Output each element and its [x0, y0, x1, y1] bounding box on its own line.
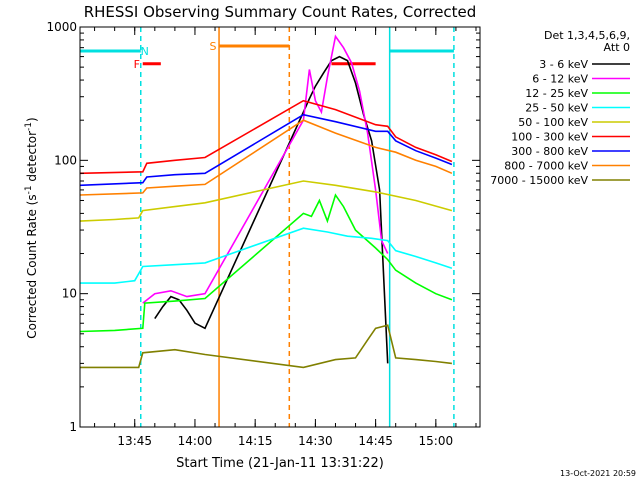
- y-axis-label-main: Corrected Count Rate (s: [25, 194, 39, 338]
- legend-header-detectors: Det 1,3,4,5,6,9,: [544, 29, 630, 42]
- chart-title: RHESSI Observing Summary Count Rates, Co…: [84, 3, 477, 21]
- y-axis-label-end: ): [25, 117, 39, 122]
- axis-ticks: 1 10 100 1000 13:45 14:00 14:15 14:30 14:45 15:00: [46, 20, 480, 448]
- y-axis-label-mid: detector: [25, 131, 39, 186]
- series-line-800-7000-kev: [79, 119, 453, 196]
- series-line-100-300-kev: [79, 99, 453, 175]
- y-axis-label-sup1: -1: [24, 185, 34, 194]
- legend-header-attenuator: Att 0: [604, 41, 630, 54]
- series-line-300-800-kev: [79, 113, 453, 187]
- series-line-50-100-kev: [79, 180, 453, 222]
- flag-label-f: F: [134, 58, 140, 71]
- series-line-12-25-kev: [79, 193, 453, 333]
- legend-label: 300 - 800 keV: [511, 145, 588, 158]
- series-line-25-50-kev: [80, 227, 453, 284]
- series-line-7000-15000-kev: [80, 324, 452, 369]
- x-tick-label: 14:15: [238, 434, 273, 448]
- x-tick-label: 14:30: [298, 434, 333, 448]
- legend-label: 800 - 7000 keV: [504, 160, 588, 173]
- y-tick-label: 1: [69, 420, 77, 434]
- legend-label: 7000 - 15000 keV: [490, 174, 588, 187]
- flag-label-s: S: [210, 40, 217, 53]
- y-tick-label: 10: [62, 287, 77, 301]
- legend-label: 25 - 50 keV: [525, 102, 588, 115]
- legend-label: 50 - 100 keV: [518, 116, 588, 129]
- x-tick-label: 14:00: [178, 434, 213, 448]
- x-tick-label: 13:45: [117, 434, 152, 448]
- flag-label-n: N: [141, 45, 149, 58]
- y-tick-label: 1000: [46, 20, 77, 34]
- series-line-6-12-kev: [142, 34, 389, 304]
- y-tick-label: 100: [54, 153, 77, 167]
- legend-label: 3 - 6 keV: [539, 58, 588, 71]
- legend-label: 6 - 12 keV: [532, 73, 588, 86]
- legend-label: 100 - 300 keV: [511, 131, 588, 144]
- x-tick-label: 15:00: [419, 434, 454, 448]
- legend: Det 1,3,4,5,6,9, Att 0 3 - 6 keV 6 - 12 k…: [490, 29, 630, 187]
- y-axis-label-sup2: -1: [24, 122, 34, 131]
- count-rate-series: [79, 34, 453, 369]
- plot-frame: [79, 26, 481, 428]
- observing-flag-bars: NF S: [80, 40, 454, 71]
- generation-timestamp: 13-Oct-2021 20:59: [560, 469, 636, 478]
- y-axis-label: Corrected Count Rate (s-1 detector-1): [24, 117, 39, 338]
- x-axis-label: Start Time (21-Jan-11 13:31:22): [176, 456, 384, 471]
- legend-label: 12 - 25 keV: [525, 87, 588, 100]
- x-tick-label: 14:45: [358, 434, 393, 448]
